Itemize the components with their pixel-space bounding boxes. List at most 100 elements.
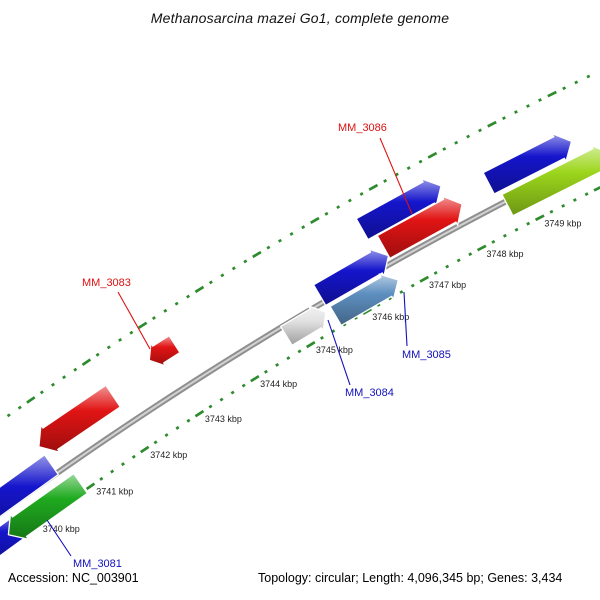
kbp-tick-dash xyxy=(310,216,320,224)
tick-dot xyxy=(406,166,411,170)
kbp-tick-dash xyxy=(137,321,148,330)
tick-dot xyxy=(562,86,567,91)
gene-arrow-red-large-reverse[interactable] xyxy=(38,384,121,453)
tick-dot xyxy=(297,349,302,354)
axis-tick-label: 3743 kbp xyxy=(205,414,242,424)
tick-dot xyxy=(120,462,125,467)
tick-dot xyxy=(347,198,352,203)
tick-dot xyxy=(574,80,579,85)
tick-dot xyxy=(266,245,271,250)
tick-dot xyxy=(39,390,44,395)
axis-tick-label: 3747 kbp xyxy=(429,280,466,290)
tick-dot xyxy=(433,271,438,275)
gene-arrow-steelblue-MM_3085[interactable] xyxy=(329,273,399,327)
tick-dot xyxy=(502,233,507,238)
tick-dot xyxy=(208,280,213,285)
gene-label-MM_3086[interactable]: MM_3086 xyxy=(338,122,387,134)
gene-label-MM_3083[interactable]: MM_3083 xyxy=(82,277,131,289)
tick-dot xyxy=(220,273,225,278)
kbp-tick-dash xyxy=(252,250,262,259)
gene-label-leader xyxy=(403,291,408,347)
axis-tick-label: 3740 kbp xyxy=(43,524,80,534)
tick-dot xyxy=(231,266,236,271)
kbp-tick-dash xyxy=(305,340,316,349)
tick-dot xyxy=(208,404,213,409)
axis-tick-label: 3745 kbp xyxy=(316,345,353,355)
tick-dot xyxy=(442,147,447,151)
tick-dot xyxy=(399,290,404,294)
tick-dot xyxy=(478,128,482,133)
axis-tick-label: 3741 kbp xyxy=(96,487,133,497)
tick-dot xyxy=(491,239,496,244)
tick-dot xyxy=(275,362,280,367)
tick-dot xyxy=(342,322,347,327)
gene-arrow-blue-mid[interactable] xyxy=(312,248,390,307)
tick-dot xyxy=(230,390,235,395)
tick-dot xyxy=(106,345,111,350)
kbp-tick-dash xyxy=(26,396,36,404)
gene-label-leader xyxy=(327,319,351,386)
tick-dot xyxy=(359,192,364,196)
tick-dot xyxy=(383,179,388,183)
tick-dot xyxy=(445,264,450,269)
gene-label-MM_3084[interactable]: MM_3084 xyxy=(345,387,394,399)
tick-dot xyxy=(572,198,577,202)
tick-dot xyxy=(153,440,158,445)
genome-backbone xyxy=(0,150,600,518)
gene-label-leader xyxy=(379,137,413,215)
tick-dot xyxy=(549,209,554,214)
axis-tick-label: 3748 kbp xyxy=(486,249,523,259)
tick-dot xyxy=(175,425,180,430)
gene-arrow-blue-right[interactable] xyxy=(482,132,573,195)
tick-dot xyxy=(95,352,100,357)
tick-dot xyxy=(73,367,78,372)
gene-label-leader xyxy=(117,291,151,350)
tick-dot xyxy=(163,308,168,313)
genome-backbone-highlight xyxy=(0,153,600,515)
axis-tick-label: 3744 kbp xyxy=(260,379,297,389)
tick-dot xyxy=(131,454,136,459)
gene-label-MM_3085[interactable]: MM_3085 xyxy=(402,349,451,361)
tick-dot xyxy=(50,382,55,387)
tick-dot xyxy=(513,110,518,114)
gene-arrow-silver-MM_3084[interactable] xyxy=(280,305,327,346)
tick-dot xyxy=(6,413,11,418)
tick-dot xyxy=(186,294,191,299)
tick-dot xyxy=(336,205,341,210)
kbp-tick-dash xyxy=(419,275,430,283)
tick-dot xyxy=(118,338,123,342)
gene-arrow-red-small-MM_3083[interactable] xyxy=(148,335,181,367)
kbp-tick-dash xyxy=(81,358,92,366)
tick-dot xyxy=(151,316,156,321)
tick-dot xyxy=(353,316,358,320)
tick-dot xyxy=(376,303,381,307)
tick-dot xyxy=(418,159,423,164)
gene-label-leader xyxy=(46,519,72,557)
tick-dot xyxy=(584,192,589,197)
tick-dot xyxy=(17,405,22,410)
tick-dot xyxy=(561,203,566,208)
gene-arrow-red-MM_3086[interactable] xyxy=(376,195,463,259)
kbp-tick-dash xyxy=(476,244,487,252)
figure-title: Methanosarcina mazei Go1, complete genom… xyxy=(150,10,450,26)
kbp-tick-dash xyxy=(194,409,205,418)
kbp-tick-dash xyxy=(139,445,150,454)
gene-arrow-chartreuse-right[interactable] xyxy=(501,144,600,217)
tick-dot xyxy=(62,375,67,380)
gene-arrow-blue-MM_3086-partner[interactable] xyxy=(355,178,442,241)
axis-tick-label: 3749 kbp xyxy=(544,219,581,229)
gene-label-MM_3081[interactable]: MM_3081 xyxy=(73,558,122,570)
kbp-tick-dash xyxy=(362,307,372,315)
tick-dot xyxy=(243,259,248,264)
tick-dot xyxy=(501,116,506,121)
tick-dot xyxy=(454,140,459,145)
tick-dot xyxy=(186,418,191,423)
gene-arrow-green-MM_3081[interactable] xyxy=(7,472,89,540)
axis-tick-label: 3746 kbp xyxy=(372,312,409,322)
tick-dot xyxy=(410,283,415,288)
gene-arrow-blue-left-outer[interactable] xyxy=(0,454,60,539)
kbp-tick-dash xyxy=(534,214,545,222)
status-genome-info: Topology: circular; Length: 4,096,345 bp… xyxy=(258,571,563,585)
